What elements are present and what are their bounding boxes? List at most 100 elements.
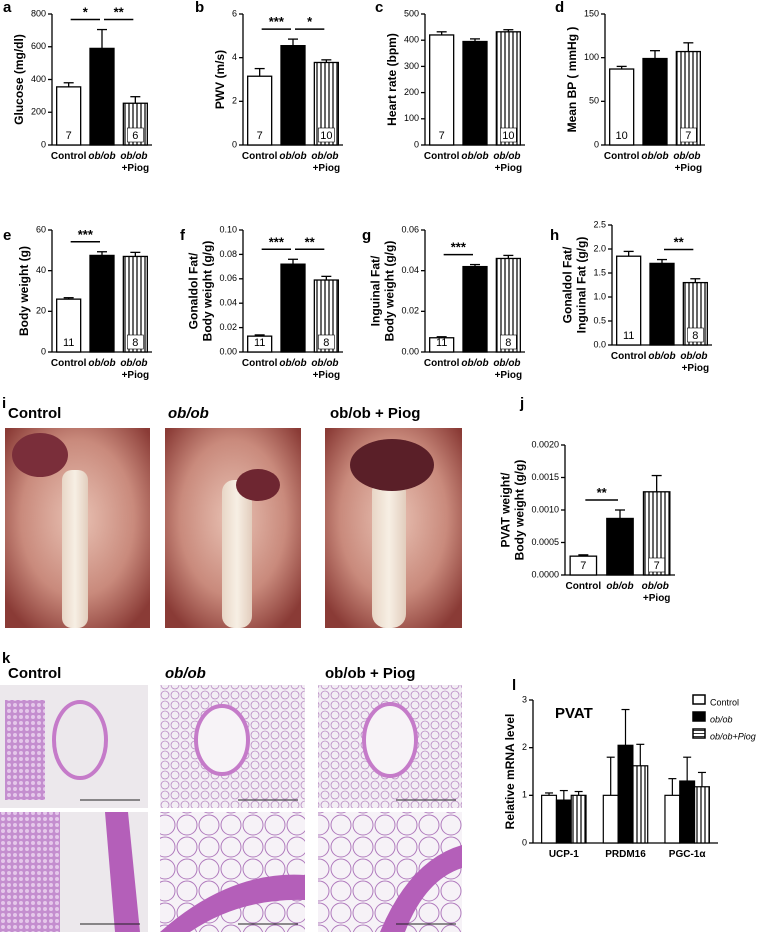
y-tick-label: 0: [414, 139, 419, 149]
y-tick-label: 0: [594, 139, 599, 149]
x-tick-label: Control: [242, 358, 278, 369]
photo-detail: [105, 812, 140, 932]
chart-title: PVAT: [555, 705, 593, 722]
sig-label: ***: [451, 240, 467, 255]
panel-letter: g: [362, 227, 371, 244]
y-tick-label: 0.06: [219, 273, 237, 283]
n-label: 7: [654, 560, 660, 572]
bar: [280, 45, 306, 146]
panel-letter: j: [519, 395, 524, 412]
n-label: 6: [472, 130, 478, 142]
y-tick-label: 0.04: [219, 298, 237, 308]
n-label: 8: [132, 337, 138, 349]
photo-detail: [380, 845, 462, 932]
n-label: 6: [617, 560, 623, 572]
y-tick-label: 0.04: [401, 265, 419, 275]
n-label-box: [648, 557, 665, 573]
x-tick-label: ob/ob +Piog: [120, 151, 150, 174]
x-tick-label: ob/ob: [88, 151, 115, 162]
y-axis-label: Gonaldol Fat/: [186, 252, 200, 329]
n-label-box: [687, 327, 704, 343]
y-tick-label: 1: [522, 790, 527, 800]
n-label: 8: [323, 337, 329, 349]
y-tick-label: 0.06: [401, 224, 419, 234]
y-tick-label: 2.5: [593, 219, 606, 229]
n-label: 7: [66, 130, 72, 142]
y-axis-label: Mean BP ( mmHg ): [565, 27, 579, 133]
y-axis-label: Relative mRNA level: [503, 714, 517, 830]
y-axis-label: Inguinal Fat (g/g): [574, 237, 588, 334]
sig-label: ***: [269, 234, 285, 249]
n-label: 8: [659, 330, 665, 342]
sig-label: **: [305, 234, 316, 249]
y-tick-label: 0: [41, 139, 46, 149]
y-axis-label: PWV (m/s): [213, 50, 227, 109]
bar: [89, 254, 115, 353]
bar: [664, 794, 681, 844]
bar: [462, 40, 488, 146]
n-label-box: [318, 127, 335, 143]
y-tick-label: 500: [404, 8, 419, 18]
y-tick-label: 0.0000: [531, 569, 559, 579]
n-label: 6: [132, 130, 138, 142]
y-tick-label: 100: [584, 52, 599, 62]
bar: [693, 786, 710, 844]
bar: [56, 86, 82, 146]
x-tick-label: ob/ob +Piog: [120, 358, 150, 381]
x-tick-label: ob/ob +Piog: [680, 351, 710, 374]
y-tick-label: 1.0: [593, 291, 606, 301]
bar: [642, 57, 668, 146]
y-tick-label: 2: [232, 96, 237, 106]
y-axis-label: Body weight (g/g): [512, 460, 526, 561]
n-label: 7: [685, 130, 691, 142]
y-tick-label: 200: [404, 87, 419, 97]
bar: [570, 794, 587, 844]
x-tick-label: ob/ob: [461, 358, 488, 369]
photo-detail: [236, 469, 280, 501]
x-tick-label: PRDM16: [605, 849, 646, 860]
photo-panel-k: k Control ob/ob ob/ob + Piog: [0, 650, 462, 932]
panel-letter: k: [2, 650, 11, 667]
y-tick-label: 20: [36, 306, 46, 316]
n-label: 8: [472, 337, 478, 349]
y-axis-label: Body weight (g/g): [200, 241, 214, 342]
bar: [555, 799, 572, 844]
photo-detail: [62, 470, 88, 628]
sig-label: **: [597, 485, 608, 500]
x-tick-label: PGC-1α: [669, 849, 707, 860]
photo-label: Control: [8, 405, 61, 422]
x-tick-label: ob/ob +Piog: [673, 151, 703, 174]
photo-label: ob/ob + Piog: [325, 665, 415, 682]
photo-detail: [52, 700, 108, 780]
photo-detail: [362, 702, 418, 778]
y-tick-label: 0.00: [219, 346, 237, 356]
x-tick-label: Control: [604, 151, 640, 162]
n-label-box: [318, 334, 335, 350]
y-tick-label: 0: [41, 346, 46, 356]
n-label: 10: [320, 130, 332, 142]
y-tick-label: 0.0020: [531, 439, 559, 449]
panel-letter: d: [555, 0, 564, 16]
y-axis-label: Body weight (g/g): [382, 241, 396, 342]
panel-letter: a: [3, 0, 12, 16]
y-tick-label: 40: [36, 265, 46, 275]
x-tick-label: UCP-1: [549, 849, 579, 860]
legend-swatch: [692, 694, 706, 705]
bar: [247, 335, 273, 353]
y-tick-label: 0.10: [219, 224, 237, 234]
x-tick-label: Control: [51, 358, 87, 369]
bar: [616, 255, 642, 346]
y-tick-label: 6: [232, 8, 237, 18]
x-tick-label: Control: [424, 358, 460, 369]
n-label: 10: [502, 130, 514, 142]
panel-letter: b: [195, 0, 204, 16]
n-label-box: [500, 334, 517, 350]
panel-letter: f: [180, 227, 186, 244]
panel-letter: e: [3, 227, 11, 244]
y-axis-label: Glucose (mg/dl): [12, 34, 26, 125]
n-label: 11: [254, 337, 265, 349]
y-tick-label: 0.0015: [531, 472, 559, 482]
x-tick-label: ob/ob: [461, 151, 488, 162]
x-tick-label: ob/ob +Piog: [642, 581, 672, 604]
legend-label: ob/ob+Piog: [710, 731, 756, 741]
